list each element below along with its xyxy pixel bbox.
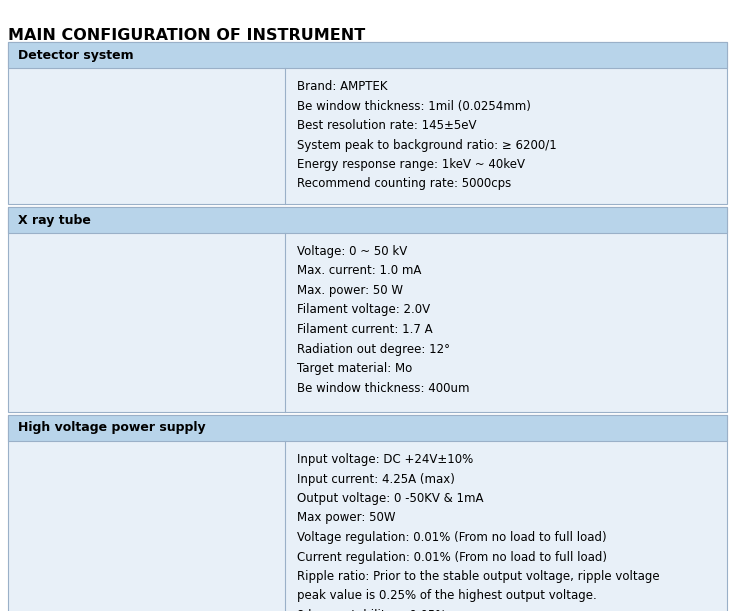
- Text: Be window thickness: 400um: Be window thickness: 400um: [297, 381, 470, 395]
- Text: Input current: 4.25A (max): Input current: 4.25A (max): [297, 472, 455, 486]
- Text: Best resolution rate: 145±5eV: Best resolution rate: 145±5eV: [297, 119, 476, 132]
- Text: Radiation out degree: 12°: Radiation out degree: 12°: [297, 343, 450, 356]
- Text: Ripple ratio: Prior to the stable output voltage, ripple voltage: Ripple ratio: Prior to the stable output…: [297, 570, 659, 583]
- Bar: [8, 207, 727, 233]
- Text: X ray tube: X ray tube: [18, 213, 91, 227]
- Bar: [8, 415, 727, 441]
- Text: Filament voltage: 2.0V: Filament voltage: 2.0V: [297, 304, 430, 316]
- Bar: [8, 42, 727, 204]
- Text: Brand: AMPTEK: Brand: AMPTEK: [297, 80, 387, 93]
- Text: High voltage power supply: High voltage power supply: [18, 422, 206, 434]
- Text: Recommend counting rate: 5000cps: Recommend counting rate: 5000cps: [297, 178, 511, 191]
- Text: Max power: 50W: Max power: 50W: [297, 511, 395, 524]
- Bar: [8, 415, 727, 611]
- Text: Voltage: 0 ~ 50 kV: Voltage: 0 ~ 50 kV: [297, 245, 407, 258]
- Text: Be window thickness: 1mil (0.0254mm): Be window thickness: 1mil (0.0254mm): [297, 100, 531, 112]
- Bar: [8, 207, 727, 412]
- Text: Detector system: Detector system: [18, 48, 134, 62]
- Text: Filament current: 1.7 A: Filament current: 1.7 A: [297, 323, 432, 336]
- Text: Input voltage: DC +24V±10%: Input voltage: DC +24V±10%: [297, 453, 473, 466]
- Text: Voltage regulation: 0.01% (From no load to full load): Voltage regulation: 0.01% (From no load …: [297, 531, 606, 544]
- Text: Max. current: 1.0 mA: Max. current: 1.0 mA: [297, 265, 421, 277]
- Text: Output voltage: 0 -50KV & 1mA: Output voltage: 0 -50KV & 1mA: [297, 492, 484, 505]
- Text: Target material: Mo: Target material: Mo: [297, 362, 412, 375]
- Text: System peak to background ratio: ≥ 6200/1: System peak to background ratio: ≥ 6200/…: [297, 139, 556, 152]
- Text: MAIN CONFIGURATION OF INSTRUMENT: MAIN CONFIGURATION OF INSTRUMENT: [8, 28, 365, 43]
- Text: 8 hours stability: ≤0.05%: 8 hours stability: ≤0.05%: [297, 609, 446, 611]
- Text: Current regulation: 0.01% (From no load to full load): Current regulation: 0.01% (From no load …: [297, 551, 607, 563]
- Text: peak value is 0.25% of the highest output voltage.: peak value is 0.25% of the highest outpu…: [297, 590, 597, 602]
- Text: Energy response range: 1keV ~ 40keV: Energy response range: 1keV ~ 40keV: [297, 158, 525, 171]
- Bar: [8, 42, 727, 68]
- Text: Max. power: 50 W: Max. power: 50 W: [297, 284, 403, 297]
